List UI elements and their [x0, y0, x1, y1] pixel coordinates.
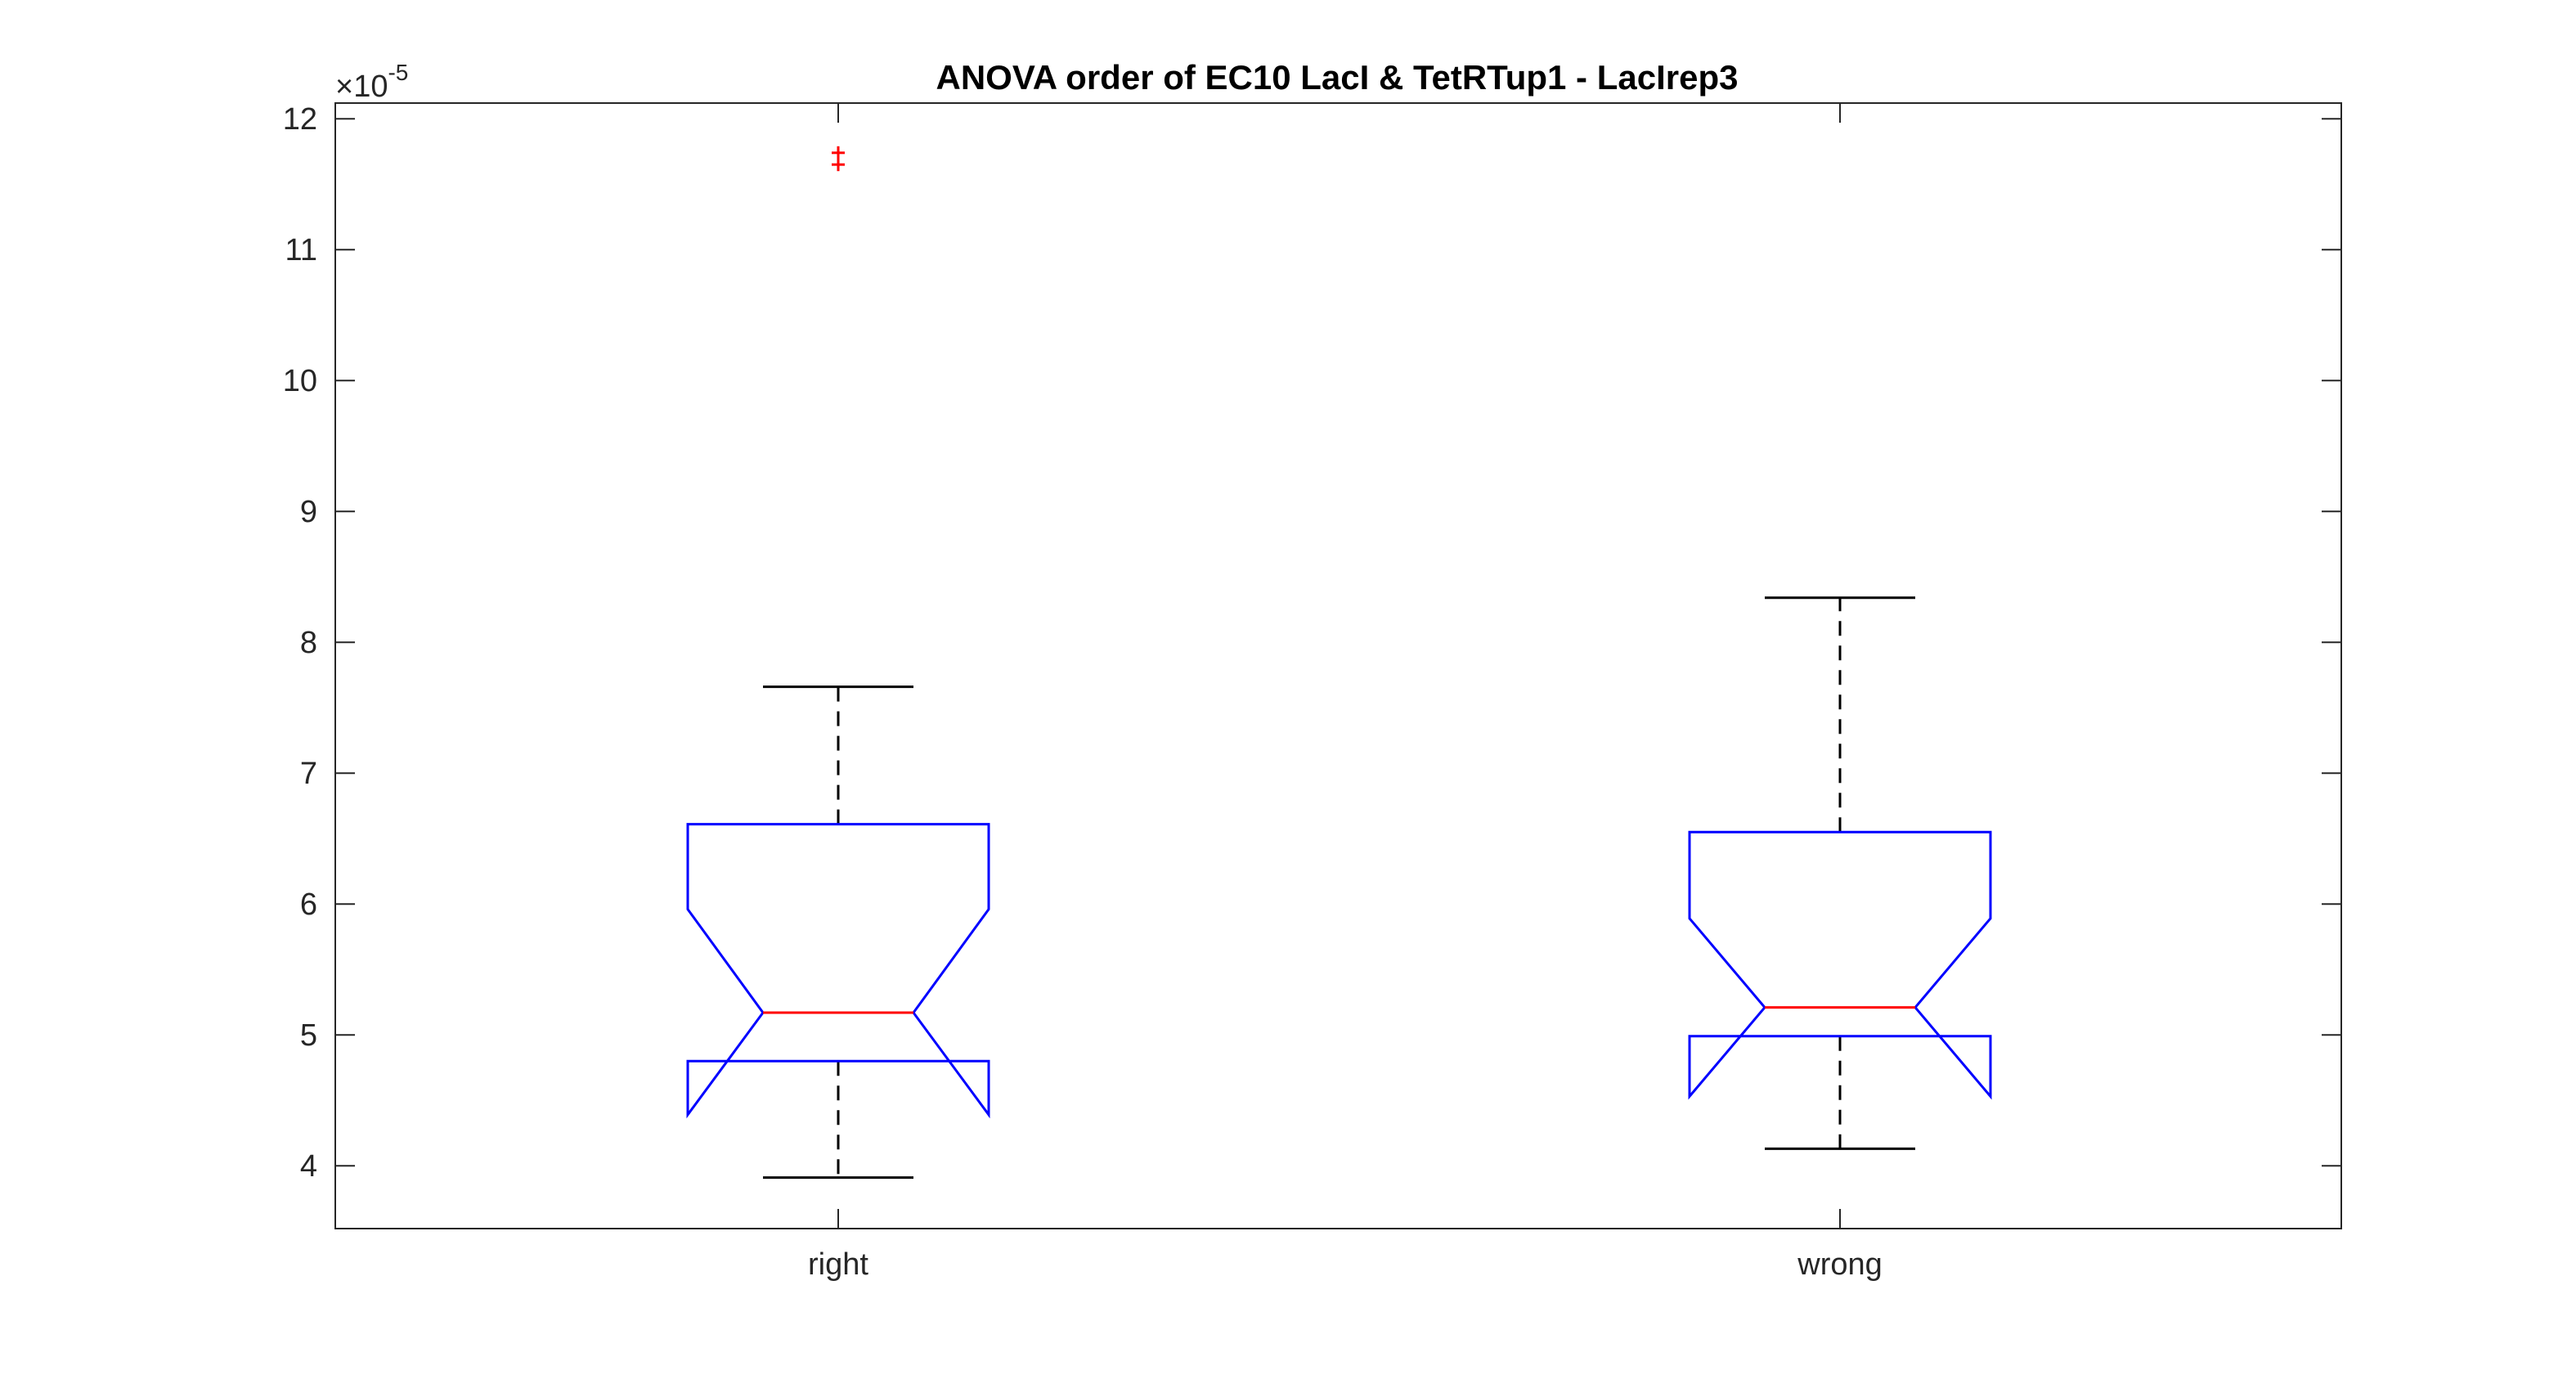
y-tick-label: 7: [300, 757, 317, 791]
tick-layer: 4 5 6 7 8 9 10 11 12 right wrong: [283, 102, 2341, 1282]
y-tick-label: 8: [300, 626, 317, 660]
box-wrong: [1688, 596, 1992, 1150]
notched-box: [1688, 830, 1992, 1100]
y-tick-label: 12: [283, 102, 317, 137]
box-right: [686, 146, 990, 1180]
chart-title: ANOVA order of EC10 LacI & TetRTup1 - La…: [936, 58, 1739, 97]
y-tick-label: 10: [283, 364, 317, 398]
box-layer: [686, 146, 1992, 1180]
y-tick-label: 11: [285, 233, 317, 267]
y-tick-label: 5: [300, 1018, 317, 1053]
y-exponent-base: ×10: [335, 70, 388, 104]
y-tick-label: 9: [300, 495, 317, 529]
y-tick-label: 6: [300, 887, 317, 922]
notched-box: [686, 823, 990, 1119]
x-tick-label: wrong: [1797, 1247, 1883, 1282]
outlier-point: [832, 158, 845, 172]
y-tick-label: 4: [300, 1149, 317, 1184]
outlier-point: [832, 146, 845, 160]
x-tick-label: right: [808, 1247, 868, 1282]
y-exponent-power: -5: [388, 60, 408, 85]
axes-frame: [334, 102, 2342, 1229]
y-exponent-label: ×10-5: [335, 60, 408, 104]
